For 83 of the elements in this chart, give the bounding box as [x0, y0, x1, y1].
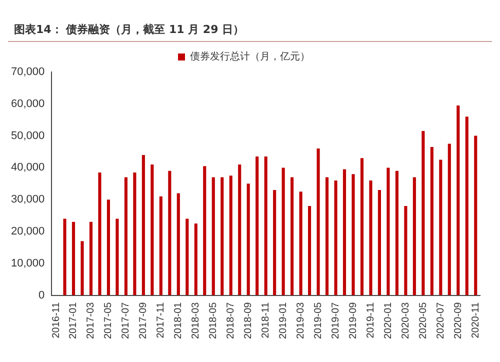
bar: [256, 156, 259, 296]
bar: [116, 218, 119, 296]
x-tick-label: 2017-01: [68, 302, 80, 340]
x-tick-label: 2017-07: [120, 302, 132, 340]
bar: [203, 166, 206, 296]
legend-label: 债券发行总计（月，亿元）: [190, 50, 310, 63]
bar: [465, 116, 468, 296]
bar: [159, 196, 162, 296]
bar: [369, 180, 372, 296]
bar: [299, 192, 302, 296]
bar: [474, 136, 478, 296]
bar: [186, 218, 189, 296]
bar: [273, 190, 276, 296]
x-tick-label: 2018-05: [208, 302, 220, 340]
x-tick-label: 2018-09: [243, 302, 254, 340]
bar: [63, 218, 66, 296]
bar: [124, 177, 128, 296]
x-tick-label: 2019-11: [365, 302, 376, 338]
x-tick-label: 2020-09: [452, 302, 464, 340]
bar: [412, 177, 416, 296]
bar: [80, 241, 84, 296]
bar: [98, 172, 102, 296]
x-tick-label: 2018-07: [226, 302, 237, 340]
y-tick-label: 20,000: [10, 226, 45, 238]
bar: [106, 200, 110, 296]
bar: [422, 131, 425, 296]
bar: [325, 177, 329, 296]
y-tick-label: 50,000: [10, 130, 45, 142]
x-tick-label: 2019-07: [330, 302, 342, 340]
y-tick-label: 70,000: [10, 66, 45, 78]
y-tick-label: 10,000: [10, 257, 45, 270]
bar: [439, 160, 442, 296]
bar: [334, 180, 338, 296]
bar: [72, 222, 76, 296]
bar: [342, 169, 346, 296]
bar: [142, 154, 145, 296]
x-tick-label: 2017-11: [156, 302, 167, 338]
bar: [386, 168, 390, 296]
bar: [238, 164, 242, 296]
bar: [456, 105, 460, 296]
bar: [229, 176, 232, 296]
x-tick-label: 2020-11: [470, 302, 482, 338]
bar: [448, 144, 451, 296]
bar: [194, 224, 198, 296]
x-tick-label: 2019-01: [278, 302, 290, 340]
bar: [282, 168, 285, 296]
bar: [352, 174, 355, 296]
bar: [176, 193, 180, 296]
x-tick-label: 2020-01: [382, 302, 394, 340]
x-tick-label: 2020-05: [418, 302, 429, 340]
bar: [378, 190, 381, 296]
bar: [168, 170, 172, 296]
x-tick-label: 2018-11: [260, 302, 272, 338]
y-tick-label: 30,000: [10, 194, 45, 206]
x-tick-label: 2019-05: [313, 302, 324, 340]
x-tick-label: 2019-03: [296, 302, 307, 340]
y-tick-label: 0: [38, 289, 45, 302]
bar: [150, 164, 154, 296]
x-tick-label: 2020-07: [435, 302, 446, 340]
bar: [220, 177, 224, 296]
bar: [404, 206, 408, 296]
chart-title: 图表14： 债券融资（月，截至 11 月 29 日）: [8, 8, 492, 42]
x-tick-label: 2017-03: [86, 302, 97, 340]
x-tick-label: 2017-09: [138, 302, 150, 340]
bar: [212, 177, 215, 296]
x-tick-label: 2016-11: [50, 302, 62, 338]
y-tick-label: 60,000: [10, 98, 45, 110]
bar: [395, 170, 398, 296]
x-tick-label: 2017-05: [103, 302, 114, 340]
bar: [246, 184, 250, 296]
bar: [89, 222, 93, 296]
bar: [290, 177, 294, 296]
x-tick-label: 2018-01: [173, 302, 184, 340]
bar: [308, 206, 312, 296]
bar: [264, 156, 268, 296]
bar: [133, 172, 136, 296]
bar: [360, 158, 364, 296]
x-tick-label: 2018-03: [190, 302, 202, 340]
y-tick-label: 40,000: [10, 162, 45, 174]
bar: [430, 146, 434, 296]
bar: [316, 148, 320, 296]
x-tick-label: 2019-09: [348, 302, 359, 340]
x-tick-label: 2020-03: [400, 302, 412, 340]
